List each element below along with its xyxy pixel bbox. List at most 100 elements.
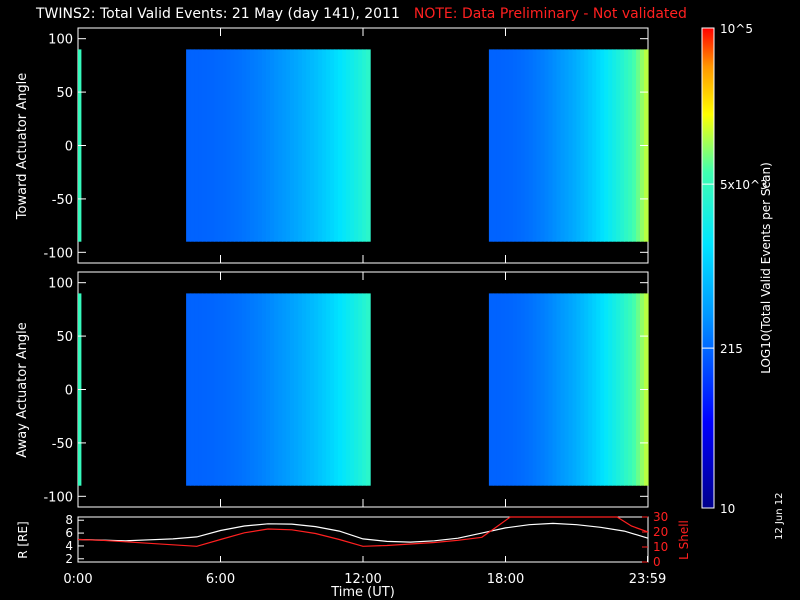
lshell-series-line [77, 516, 649, 547]
r-tick-label: 4 [65, 539, 73, 553]
heat-cell [604, 293, 609, 486]
panel-toward-ylabel: Toward Actuator Angle [15, 73, 30, 220]
heat-cell [596, 293, 601, 486]
heat-cell [504, 49, 510, 242]
heat-cell [504, 293, 510, 486]
heat-cell [636, 49, 641, 242]
heat-cell [194, 293, 199, 486]
heat-cell [270, 293, 275, 486]
heat-cell [516, 49, 522, 242]
heat-cell [338, 49, 343, 242]
heat-cell [302, 293, 307, 486]
heat-cell [496, 293, 502, 486]
time-tick-label: 0:00 [63, 572, 92, 587]
heat-cell [186, 293, 191, 486]
heat-cell [350, 49, 355, 242]
heat-cell [282, 293, 287, 486]
heat-cell [632, 293, 637, 486]
heat-cell [592, 49, 597, 242]
heat-cell [354, 49, 359, 242]
heat-cell [222, 49, 227, 242]
heat-cell [544, 293, 550, 486]
y-tick-label: -100 [43, 490, 73, 505]
heat-cell [298, 49, 303, 242]
heat-cell [318, 49, 323, 242]
heat-cell [334, 293, 339, 486]
heat-cell [218, 49, 223, 242]
r-tick-label: 2 [65, 552, 73, 566]
heat-cell [604, 49, 609, 242]
heat-cell [362, 49, 367, 242]
heat-cell [190, 49, 195, 242]
heat-cell [624, 293, 629, 486]
heat-cell [286, 293, 291, 486]
heat-cell [532, 293, 538, 486]
heat-cell [616, 49, 621, 242]
panel-orbit-plot [77, 516, 649, 547]
heat-cell [536, 49, 542, 242]
colorbar-tick-label: 10 [720, 502, 735, 516]
heat-cell [338, 293, 343, 486]
heat-cell [290, 49, 295, 242]
heat-cell [198, 49, 203, 242]
heat-cell [206, 49, 211, 242]
heat-cell [306, 49, 311, 242]
heat-cell [512, 293, 518, 486]
heat-cell [350, 293, 355, 486]
y-tick-label: -50 [52, 193, 73, 208]
heat-cell [500, 293, 506, 486]
heat-cell [278, 49, 283, 242]
lshell-tick-label: 30 [653, 510, 668, 524]
heat-cell [346, 293, 351, 486]
heat-cell [306, 293, 311, 486]
heat-cell [258, 49, 263, 242]
heat-cell [488, 293, 494, 486]
heat-cell [190, 293, 195, 486]
heat-cell [234, 293, 239, 486]
heat-cell [186, 49, 191, 242]
heat-cell [202, 293, 207, 486]
heat-cell [250, 293, 255, 486]
heat-cell [492, 49, 498, 242]
time-tick-label: 18:00 [487, 572, 524, 587]
lshell-tick-label: 10 [653, 540, 668, 554]
heat-cell [576, 293, 581, 486]
heat-cell [628, 293, 633, 486]
heat-cell [326, 293, 331, 486]
heat-cell [194, 49, 199, 242]
heat-cell [556, 293, 562, 486]
title-text: TWINS2: Total Valid Events: 21 May (day … [36, 6, 400, 22]
heat-cell [226, 49, 231, 242]
orbit-left-label: R [RE] [16, 521, 30, 558]
y-tick-label: 50 [56, 86, 73, 101]
heat-cell [620, 49, 625, 242]
heat-cell [294, 49, 299, 242]
heat-cell [516, 293, 522, 486]
date-stamp: 12 Jun 12 [774, 492, 785, 540]
heat-cell [342, 49, 347, 242]
heat-cell [298, 293, 303, 486]
heat-cell [524, 293, 530, 486]
heat-cell [290, 293, 295, 486]
orbit-right-label: L Shell [677, 520, 691, 560]
heat-cell [230, 49, 235, 242]
heat-cell [632, 49, 637, 242]
heat-cell [556, 49, 562, 242]
heat-cell [544, 49, 550, 242]
heat-cell [302, 49, 307, 242]
x-axis-label: Time (UT) [330, 585, 395, 600]
heat-cell [310, 293, 315, 486]
heat-cell [540, 293, 546, 486]
heat-cell [508, 49, 514, 242]
heat-cell [282, 49, 287, 242]
heat-cell [592, 293, 597, 486]
heat-cell [496, 49, 502, 242]
colorbar-scale [701, 27, 715, 509]
panel-away-plot [78, 293, 649, 486]
heat-cell [330, 293, 335, 486]
heat-cell [226, 293, 231, 486]
heat-cell [520, 49, 526, 242]
heat-cell [588, 49, 593, 242]
heat-cell [254, 49, 259, 242]
time-tick-label: 6:00 [206, 572, 235, 587]
